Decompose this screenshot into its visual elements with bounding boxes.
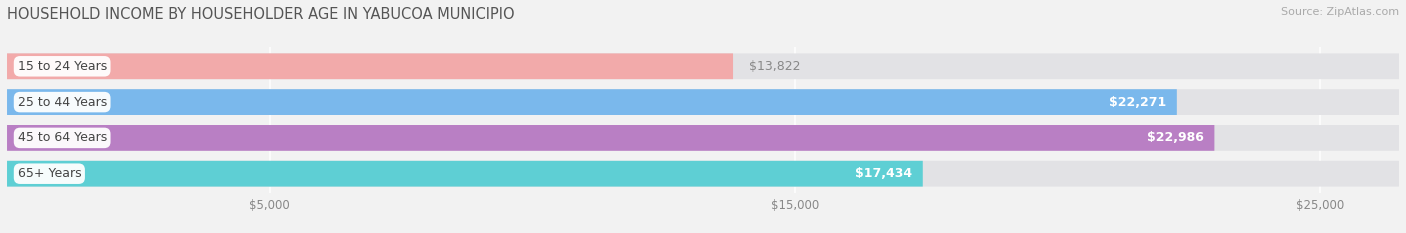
FancyBboxPatch shape <box>7 53 1399 79</box>
FancyBboxPatch shape <box>7 161 1399 187</box>
FancyBboxPatch shape <box>7 53 733 79</box>
Text: $22,271: $22,271 <box>1109 96 1167 109</box>
FancyBboxPatch shape <box>7 89 1177 115</box>
Text: HOUSEHOLD INCOME BY HOUSEHOLDER AGE IN YABUCOA MUNICIPIO: HOUSEHOLD INCOME BY HOUSEHOLDER AGE IN Y… <box>7 7 515 22</box>
Text: $13,822: $13,822 <box>749 60 800 73</box>
Text: 15 to 24 Years: 15 to 24 Years <box>17 60 107 73</box>
Text: 65+ Years: 65+ Years <box>17 167 82 180</box>
FancyBboxPatch shape <box>7 89 1399 115</box>
Text: $17,434: $17,434 <box>855 167 912 180</box>
FancyBboxPatch shape <box>7 125 1399 151</box>
Text: 45 to 64 Years: 45 to 64 Years <box>17 131 107 144</box>
Text: 25 to 44 Years: 25 to 44 Years <box>17 96 107 109</box>
Text: Source: ZipAtlas.com: Source: ZipAtlas.com <box>1281 7 1399 17</box>
FancyBboxPatch shape <box>7 125 1215 151</box>
Text: $22,986: $22,986 <box>1147 131 1204 144</box>
FancyBboxPatch shape <box>7 161 922 187</box>
